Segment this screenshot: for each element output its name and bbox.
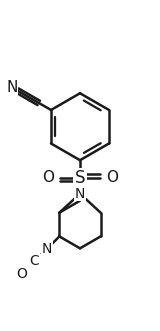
Text: O: O [17,267,28,281]
Text: O: O [106,170,118,185]
Text: N: N [6,80,18,95]
Text: C: C [30,254,39,268]
Text: O: O [42,170,54,185]
Text: N: N [42,242,52,256]
Text: S: S [75,169,85,187]
Text: N: N [75,187,85,201]
